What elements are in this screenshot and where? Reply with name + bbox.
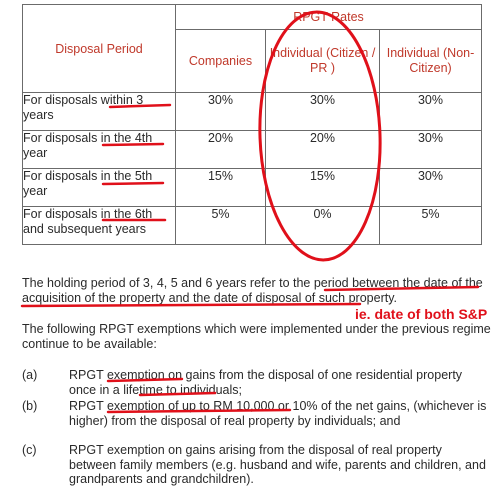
header-disposal-period: Disposal Period — [22, 4, 176, 93]
exemption-item-b: RPGT exemption of up to RM 10,000 or 10%… — [69, 399, 487, 428]
rpgt-rates-table: Disposal Period RPGT Rates Companies Ind… — [22, 4, 482, 245]
rate-companies: 15% — [175, 168, 266, 207]
rate-non-citizen: 5% — [379, 206, 482, 245]
rate-companies: 30% — [175, 92, 266, 131]
rate-non-citizen: 30% — [379, 168, 482, 207]
rate-citizen: 0% — [265, 206, 380, 245]
table-row: For disposals in the 4th year 20% 20% 30… — [22, 130, 482, 169]
exemption-label-c: (c) — [22, 443, 37, 457]
table-row: For disposals in the 5th year 15% 15% 30… — [22, 168, 482, 207]
header-individual-citizen: Individual (Citizen / PR ) — [265, 29, 380, 93]
rate-non-citizen: 30% — [379, 92, 482, 131]
header-rpgt-rates: RPGT Rates — [175, 4, 482, 30]
period-cell: For disposals in the 5th year — [22, 168, 176, 207]
rate-non-citizen: 30% — [379, 130, 482, 169]
header-individual-non-citizen: Individual (Non-Citizen) — [379, 29, 482, 93]
period-cell: For disposals in the 6th and subsequent … — [22, 206, 176, 245]
table-row: For disposals within 3 years 30% 30% 30% — [22, 92, 482, 131]
period-cell: For disposals in the 4th year — [22, 130, 176, 169]
rate-citizen: 30% — [265, 92, 380, 131]
rate-companies: 20% — [175, 130, 266, 169]
handwritten-annotation: ie. date of both S&P — [355, 306, 488, 322]
rate-citizen: 15% — [265, 168, 380, 207]
exemption-item-c: RPGT exemption on gains arising from the… — [69, 443, 486, 487]
header-companies: Companies — [175, 29, 266, 93]
exemption-label-b: (b) — [22, 399, 38, 413]
rate-citizen: 20% — [265, 130, 380, 169]
table-row: For disposals in the 6th and subsequent … — [22, 206, 482, 245]
rate-companies: 5% — [175, 206, 266, 245]
exemption-item-a: RPGT exemption on gains from the disposa… — [69, 368, 463, 397]
period-cell: For disposals within 3 years — [22, 92, 176, 131]
exemptions-intro-paragraph: The following RPGT exemptions which were… — [22, 322, 491, 351]
exemption-label-a: (a) — [22, 368, 38, 382]
holding-period-paragraph: The holding period of 3, 4, 5 and 6 year… — [22, 276, 483, 305]
